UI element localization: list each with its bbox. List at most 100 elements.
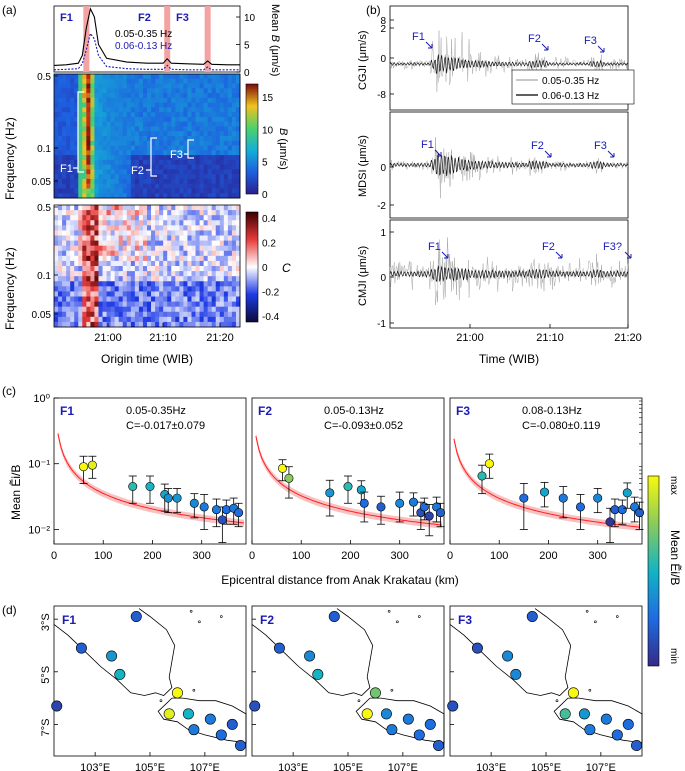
a-mid-heatmap-cell — [167, 107, 172, 113]
a-mid-heatmap-cell — [114, 88, 120, 94]
a-bot-heatmap-cell — [223, 255, 229, 262]
a-bot-heatmap-cell — [155, 296, 160, 302]
a-mid-heatmap-cell — [122, 155, 128, 161]
a-bot-heatmap-cell — [175, 240, 180, 247]
d-station-marker — [273, 642, 285, 654]
a-mid-heatmap-cell — [82, 140, 87, 146]
a-mid-heatmap-cell — [183, 116, 188, 123]
a-bot-heatmap-cell — [155, 311, 160, 318]
a-bot-heatmap-cell — [110, 205, 116, 211]
d-station-marker — [163, 708, 175, 720]
a-mid-heatmap-cell — [122, 102, 128, 108]
a-bot-heatmap-cell — [74, 316, 79, 323]
a-bot-heatmap-cell — [98, 311, 103, 318]
a-bot-heatmap-cell — [199, 281, 205, 287]
a-mid-heatmap-cell — [110, 164, 116, 170]
a-mid-heatmap-cell — [187, 140, 192, 146]
a-bot-heatmap-cell — [78, 301, 83, 308]
a-bot-heatmap-cell — [183, 260, 188, 267]
a-bot-heatmap-cell — [183, 250, 188, 257]
a-mid-heatmap-cell — [179, 183, 184, 189]
a-top-event-f3: F3 — [176, 12, 189, 24]
a-mid-heatmap-cell — [110, 159, 116, 166]
a-bot-heatmap-cell — [215, 225, 221, 231]
a-bot-heatmap-cell — [163, 230, 168, 236]
c-band-text: 0.05-0.35Hz — [126, 405, 186, 417]
a-bot-heatmap-cell — [231, 311, 237, 318]
a-bot-heatmap-cell — [58, 276, 63, 282]
a-bot-heatmap-cell — [223, 225, 229, 231]
a-mid-heatmap-cell — [78, 174, 83, 180]
a-mid-heatmap-cell — [106, 193, 112, 199]
a-bot-heatmap-cell — [195, 291, 200, 297]
a-bot-heatmap-cell — [110, 316, 116, 323]
a-bot-heatmap-cell — [211, 220, 217, 226]
a-mid-heatmap-cell — [163, 169, 168, 175]
a-mid-heatmap-cell — [66, 174, 71, 180]
a-mid-heatmap-cell — [98, 88, 103, 94]
a-bot-heatmap-cell — [118, 281, 124, 287]
a-bot-heatmap-cell — [199, 271, 205, 277]
a-bot-heatmap-cell — [66, 266, 71, 272]
a-bot-heatmap-cell — [235, 301, 241, 308]
a-mid-heatmap-cell — [98, 164, 103, 170]
a-mid-heatmap-cell — [151, 155, 156, 161]
a-mid-heatmap-cell — [86, 145, 91, 151]
a-mid-heatmap-cell — [163, 178, 168, 185]
a-bot-heatmap-cell — [94, 306, 99, 313]
c-data-point — [519, 493, 529, 503]
a-mid-heatmap-cell — [62, 178, 67, 185]
a-bot-heatmap-cell — [215, 276, 221, 282]
a-bot-heatmap-cell — [134, 210, 140, 216]
a-bot-heatmap-cell — [191, 210, 196, 216]
d-subplot-label: F2 — [260, 613, 274, 627]
a-mid-heatmap-cell — [110, 188, 116, 194]
a-bot-heatmap-cell — [66, 301, 71, 308]
a-mid-heatmap-cell — [171, 131, 176, 137]
a-mid-heatmap-cell — [155, 164, 160, 170]
a-bot-heatmap-cell — [187, 281, 192, 287]
a-bot-heatmap-cell — [66, 225, 71, 231]
a-bot-heatmap-cell — [110, 240, 116, 247]
a-mid-heatmap-cell — [70, 178, 75, 185]
a-mid-heatmap-cell — [126, 188, 132, 194]
a-bot-heatmap-cell — [187, 301, 192, 308]
a-mid-heatmap-cell — [167, 126, 172, 132]
a-bot-heatmap-cell — [203, 260, 209, 267]
a-bot-heatmap-cell — [86, 321, 91, 328]
a-mid-heatmap-cell — [130, 131, 136, 137]
a-mid-heatmap-cell — [171, 93, 176, 99]
a-bot-heatmap-cell — [130, 205, 136, 211]
a-bot-heatmap-cell — [227, 250, 233, 257]
a-bot-heatmap-cell — [126, 235, 132, 241]
a-bot-heatmap-cell — [70, 260, 75, 267]
a-bot-heatmap-cell — [138, 321, 144, 328]
a-mid-heatmap-cell — [66, 74, 71, 80]
a-bot-heatmap-cell — [195, 235, 200, 241]
a-mid-heatmap-cell — [86, 126, 91, 132]
a-bot-heatmap-cell — [66, 291, 71, 297]
d-xtick-label: 105°E — [135, 762, 165, 771]
a-mid-heatmap-cell — [199, 102, 205, 108]
a-bot-heatmap-cell — [227, 286, 233, 292]
a-mid-heatmap-cell — [138, 126, 144, 132]
a-bot-heatmap-cell — [223, 291, 229, 297]
a-mid-heatmap-cell — [171, 116, 176, 123]
c-data-point — [128, 481, 138, 491]
a-mid-heatmap-cell — [70, 131, 75, 137]
a-bot-heatmap-cell — [179, 276, 184, 282]
a-mid-axes — [53, 73, 241, 199]
a-bot-heatmap-cell — [114, 306, 120, 313]
a-mid-heatmap-cell — [203, 193, 209, 199]
a-mid-heatmap-cell — [62, 145, 67, 151]
a-bot-heatmap-cell — [223, 286, 229, 292]
a-top-ylabel: Mean B (μm/s) — [269, 4, 281, 76]
a-bot-heatmap-cell — [223, 250, 229, 257]
a-bot-heatmap-cell — [82, 255, 87, 262]
a-mid-heatmap-cell — [114, 93, 120, 99]
a-bot-heatmap-cell — [142, 220, 148, 226]
a-mid-heatmap-cell — [62, 174, 67, 180]
a-bot-heatmap-cell — [82, 286, 87, 292]
